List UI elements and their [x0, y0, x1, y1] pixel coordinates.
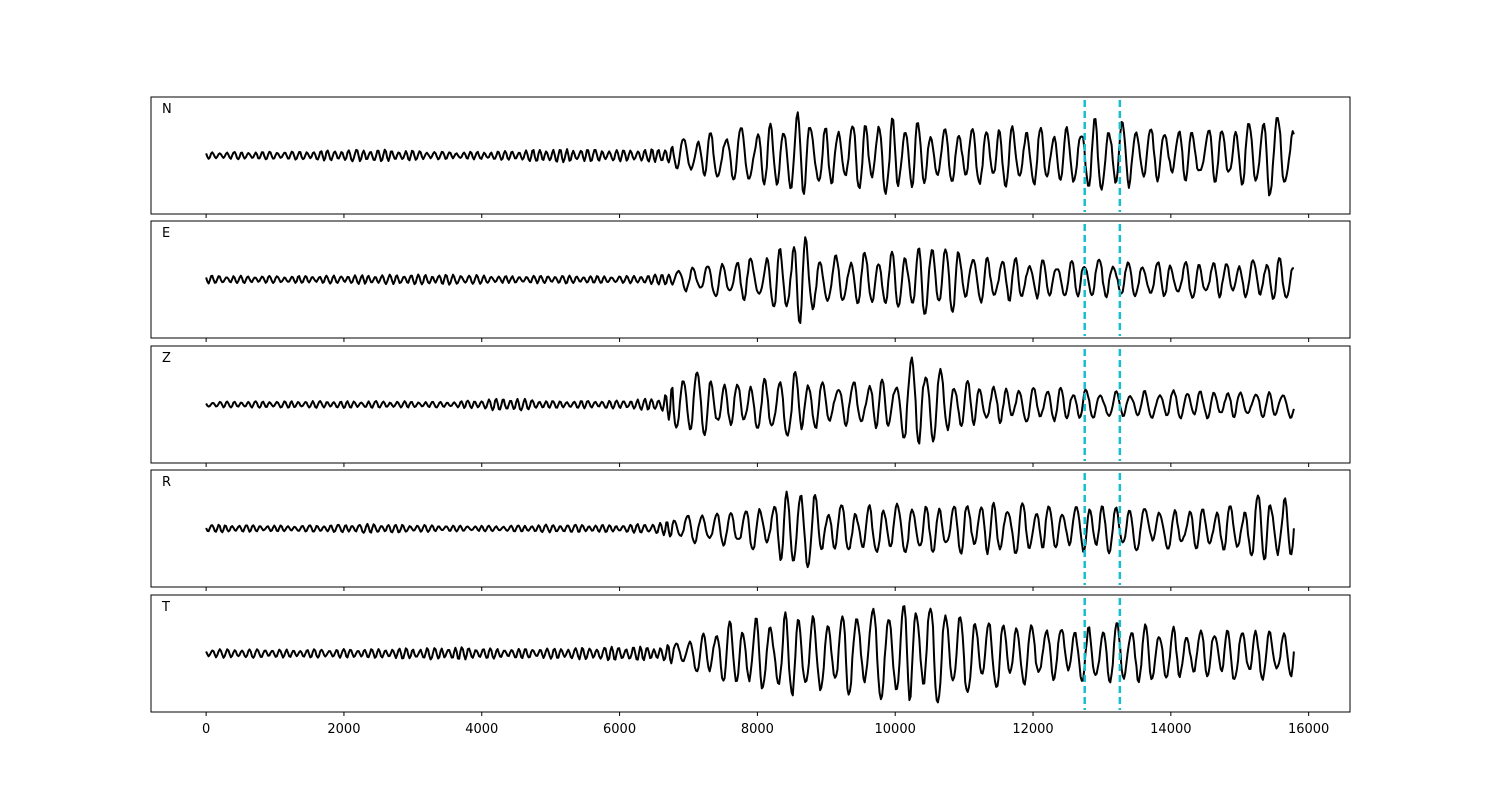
x-tick-label: 10000	[875, 722, 916, 737]
panel-frame	[150, 96, 1351, 215]
x-tick-label: 16000	[1288, 722, 1329, 737]
x-tick-label: 8000	[741, 722, 774, 737]
trace-e	[205, 236, 1294, 324]
x-tick-label: 4000	[465, 722, 498, 737]
panel-label: N	[162, 102, 172, 117]
panel-n: N	[150, 96, 1351, 218]
trace-r	[205, 490, 1295, 569]
panel-label: E	[162, 226, 170, 241]
panel-frame	[150, 469, 1351, 588]
panel-e: E	[150, 220, 1351, 342]
panel-label: T	[161, 600, 170, 615]
x-tick-label: 12000	[1012, 722, 1053, 737]
panel-frame	[150, 220, 1351, 339]
trace-panels: N E Z R T	[150, 96, 1351, 716]
trace-t	[205, 605, 1295, 704]
x-tick-label: 2000	[327, 722, 360, 737]
panel-r: R	[150, 469, 1351, 591]
panel-t: T	[150, 594, 1351, 716]
x-tick-label: 14000	[1150, 722, 1191, 737]
panel-frame	[150, 345, 1351, 464]
panel-label: Z	[162, 351, 171, 366]
panel-label: R	[162, 475, 171, 490]
trace-n	[205, 111, 1295, 197]
x-tick-label: 0	[202, 722, 210, 737]
panel-frame	[150, 594, 1351, 713]
panel-z: Z	[150, 345, 1351, 467]
x-tick-label: 6000	[603, 722, 636, 737]
trace-z	[205, 356, 1295, 445]
x-axis: 0 2000 4000 6000 8000 10000 12000 14000 16000	[202, 722, 1329, 737]
